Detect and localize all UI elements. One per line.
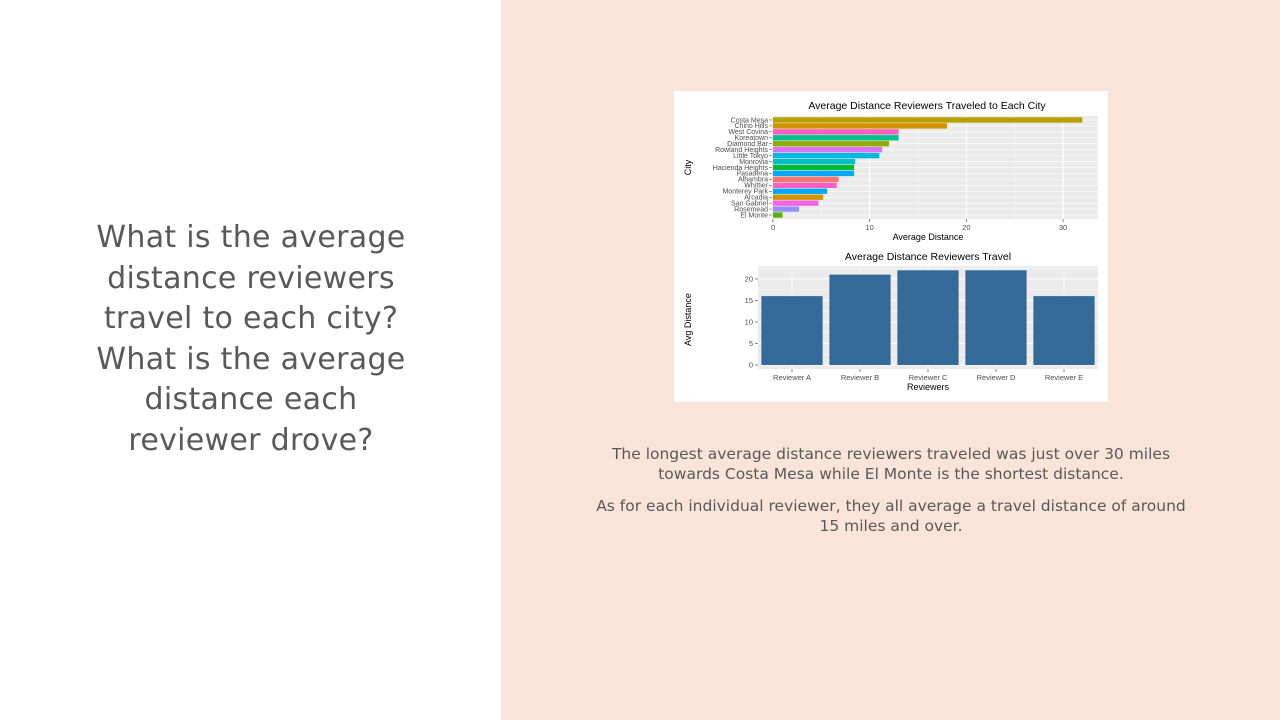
chart2-y-tick-label: 15: [745, 296, 753, 305]
chart2-bar: [965, 270, 1027, 365]
chart1-y-tick-label: Diamond Bar: [727, 141, 769, 148]
chart1-bar: [772, 123, 947, 129]
chart2-y-tick-label: 20: [745, 275, 753, 284]
charts-svg: Average Distance Reviewers Traveled to E…: [683, 100, 1098, 392]
question-heading: What is the average distance reviewers t…: [96, 220, 406, 458]
chart2-x-tick-label: Reviewer A: [773, 373, 811, 382]
chart1-bar: [772, 200, 819, 206]
chart1-y-tick-label: El Monte: [740, 212, 768, 219]
chart1-y-tick-label: Costa Mesa: [731, 117, 768, 124]
chart1-y-tick-label: Chino Hills: [735, 123, 769, 130]
chart2-bar: [1033, 296, 1095, 365]
chart1-bar: [772, 188, 828, 194]
caption-paragraph-1: The longest average distance reviewers t…: [611, 445, 1171, 483]
chart2-bar: [761, 296, 823, 365]
chart1-bar: [772, 194, 824, 200]
chart1-x-tick-label: 30: [1059, 223, 1067, 232]
chart1-bar: [772, 129, 899, 135]
chart1-bar: [772, 182, 837, 188]
chart1-y-tick-label: Whittier: [744, 183, 768, 190]
chart-figure: Average Distance Reviewers Traveled to E…: [674, 91, 1108, 402]
chart1-y-tick-label: Rosemead: [734, 206, 768, 213]
chart1-x-tick-label: 0: [771, 223, 775, 232]
chart2-title: Average Distance Reviewers Travel: [845, 251, 1011, 263]
chart2-y-axis-label: Avg Distance: [683, 293, 693, 346]
chart2-bar: [829, 274, 891, 365]
chart1-y-tick-label: Rowland Heights: [715, 147, 768, 154]
chart1-title: Average Distance Reviewers Traveled to E…: [808, 100, 1046, 112]
chart1-y-tick-label: West Covina: [728, 129, 768, 136]
chart1-x-axis-label: Average Distance: [893, 232, 964, 242]
chart1-y-tick-label: Koreatown: [735, 135, 769, 142]
chart1-bar: [772, 212, 783, 218]
chart1-bar: [772, 164, 855, 171]
chart1-y-tick-label: Little Tokyo: [733, 153, 768, 160]
chart1-y-tick-label: Arcadia: [744, 195, 768, 202]
chart1-y-tick-label: San Gabriel: [731, 200, 768, 207]
left-panel: What is the average distance reviewers t…: [0, 0, 501, 720]
chart1-y-tick-label: Monrovia: [739, 159, 768, 166]
chart1-bar: [772, 152, 880, 159]
chart2-y-tick-label: 5: [749, 339, 753, 348]
chart1-bar: [772, 170, 855, 177]
chart1-bar: [772, 117, 1083, 123]
chart1-bar: [772, 141, 889, 147]
chart2-bar: [897, 270, 959, 365]
chart2-x-axis-label: Reviewers: [907, 382, 950, 392]
chart2-y-tick-label: 10: [745, 318, 753, 327]
chart1-bar: [772, 135, 899, 141]
chart1-x-tick-label: 20: [962, 223, 970, 232]
chart2-x-tick-label: Reviewer C: [909, 373, 948, 382]
chart1-y-tick-label: Hacienda Heights: [713, 165, 769, 172]
chart1-bar: [772, 206, 800, 212]
chart1-y-tick-label: Pasadena: [736, 171, 768, 178]
chart1-bar: [772, 158, 856, 165]
chart2-x-tick-label: Reviewer E: [1045, 373, 1083, 382]
chart2-x-tick-label: Reviewer D: [977, 373, 1016, 382]
chart1-y-tick-label: Monterey Park: [722, 189, 768, 196]
caption-paragraph-2: As for each individual reviewer, they al…: [596, 497, 1186, 535]
caption: The longest average distance reviewers t…: [595, 444, 1187, 548]
chart1-bar: [772, 147, 883, 153]
chart2-y-tick-label: 0: [749, 361, 753, 370]
chart1-bar: [772, 176, 839, 183]
chart2-x-tick-label: Reviewer B: [841, 373, 879, 382]
chart1-y-tick-label: Alhambra: [738, 177, 768, 184]
chart1-x-tick-label: 10: [865, 223, 873, 232]
chart1-y-axis-label: City: [683, 159, 693, 175]
